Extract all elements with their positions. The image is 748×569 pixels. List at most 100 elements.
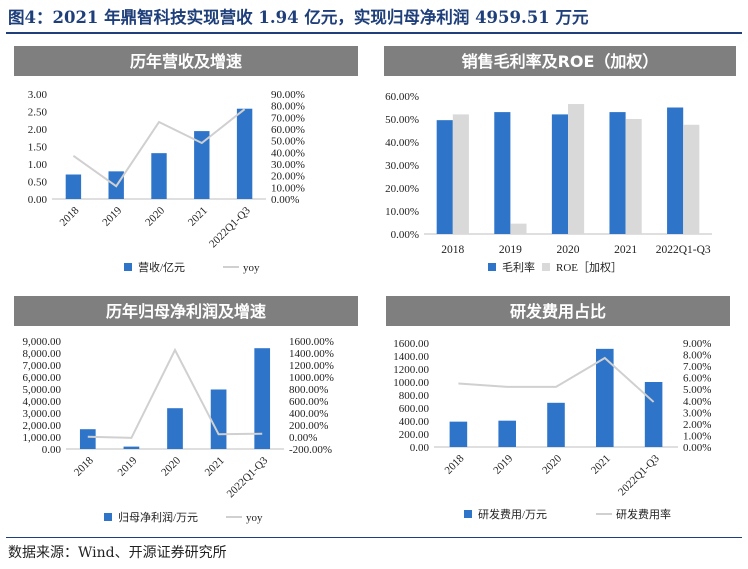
chart-title-box — [384, 46, 736, 76]
chart-title: 历年营收及增速 — [130, 52, 242, 71]
left-axis-tick-label: 1.50 — [28, 142, 48, 154]
bar — [194, 131, 210, 199]
category-label: 2019 — [491, 452, 515, 476]
category-label: 2021 — [614, 244, 637, 256]
source-note: 数据来源：Wind、开源证券研究所 — [8, 545, 227, 561]
left-axis-tick-label: 10.00% — [385, 206, 419, 218]
left-axis-tick-label: 600.00 — [399, 403, 430, 415]
right-axis-tick-label: 10.00% — [271, 182, 305, 194]
category-label: 2022Q1-Q3 — [225, 454, 271, 500]
legend-label: ROE［加权］ — [556, 261, 622, 274]
bar — [436, 120, 453, 234]
category-label: 2018 — [442, 452, 466, 476]
category-label: 2018 — [57, 204, 81, 228]
right-axis-tick-label: 1.00% — [683, 430, 711, 442]
left-axis-tick-label: 3.00 — [28, 89, 48, 101]
bar — [449, 421, 468, 447]
bar — [254, 348, 271, 449]
left-axis-tick-label: 3,000.00 — [23, 408, 62, 420]
revenue-chart: 历年营收及增速 0.00 0.50 1.00 1.50 2.00 2.50 3.00 0.00%… — [14, 46, 358, 274]
legend-swatch — [542, 263, 550, 271]
right-axis-tick-label: 1400.00% — [289, 348, 334, 360]
right-axis-tick-label: 20.00% — [271, 171, 305, 183]
bar — [65, 174, 82, 199]
left-axis-tick-label: 0.00 — [42, 444, 62, 456]
legend-label: 研发费用率 — [616, 507, 671, 521]
category-label: 2022Q1-Q3 — [616, 452, 662, 498]
rd-expense-chart-panel: 研发费用占比 0.00 200.00 400.00 600.00 800.00 1000.0… — [378, 290, 742, 535]
right-axis-tick-label: 50.00% — [271, 136, 305, 148]
left-axis-tick-label: 0.50 — [28, 177, 48, 189]
category-label: 2022Q1-Q3 — [656, 244, 711, 256]
legend-label: yoy — [246, 512, 263, 524]
chart-title: 历年归母净利润及增速 — [106, 302, 266, 321]
left-axis-tick-label: 20.00% — [385, 183, 419, 195]
chart-title-box — [14, 296, 358, 326]
right-axis-tick-label: 4.00% — [683, 396, 711, 408]
category-label: 2019 — [115, 454, 139, 478]
bar — [596, 348, 614, 447]
right-axis-tick-label: 200.00% — [289, 420, 328, 432]
category-label: 2020 — [143, 204, 167, 228]
rd-expense-chart: 研发费用占比 0.00200.00400.00600.00800.001000.0… — [386, 296, 730, 521]
margin-roe-chart: 销售毛利率及ROE（加权） 0.00% 10.00% 20.00% 30.00% 40.0… — [384, 46, 736, 274]
left-axis-tick-label: 1,000.00 — [23, 432, 62, 444]
bar — [644, 382, 663, 447]
left-axis-tick-label: 0.00% — [391, 229, 419, 241]
left-axis-tick-label: 1.00 — [28, 159, 48, 171]
bar — [551, 114, 568, 234]
chart-title: 销售毛利率及ROE（加权） — [462, 52, 659, 71]
bar — [452, 114, 469, 234]
bar — [625, 119, 642, 234]
bar — [568, 104, 585, 234]
margin-roe-chart-panel: 销售毛利率及ROE（加权） 0.00% 10.00% 20.00% 30.00% 40.0… — [378, 40, 742, 285]
series-line — [458, 356, 655, 403]
left-axis-tick-label: 1000.00 — [393, 377, 429, 389]
right-axis-tick-label: 70.00% — [271, 112, 305, 124]
bar — [151, 153, 167, 199]
bottom-rule — [6, 537, 742, 538]
legend-label: 毛利率 — [502, 260, 535, 274]
category-label: 2020 — [540, 452, 564, 476]
category-label: 2019 — [499, 244, 522, 256]
category-label: 2021 — [589, 453, 613, 477]
category-label: 2018 — [72, 454, 96, 478]
left-axis-tick-label: 40.00% — [385, 137, 419, 149]
bar — [236, 108, 253, 199]
bar — [609, 112, 626, 234]
bar — [667, 107, 684, 234]
title-rule — [6, 32, 742, 34]
bar — [167, 408, 183, 449]
left-axis-tick-label: 7,000.00 — [23, 360, 62, 372]
left-axis-tick-label: 1400.00 — [393, 351, 429, 363]
bar — [510, 223, 527, 234]
right-axis-tick-label: 5.00% — [683, 384, 711, 396]
legend-label: 营收/亿元 — [138, 260, 185, 274]
category-label: 2020 — [557, 244, 580, 256]
left-axis-tick-label: 200.00 — [399, 429, 430, 441]
left-axis-tick-label: 2,000.00 — [23, 420, 62, 432]
left-axis-tick-label: 0.00 — [28, 194, 48, 206]
right-axis-tick-label: 80.00% — [271, 101, 305, 113]
legend-label: 研发费用/万元 — [478, 507, 547, 521]
bar — [498, 420, 516, 447]
chart-title-box — [14, 46, 358, 76]
category-label: 2019 — [100, 204, 124, 228]
legend-label: 归母净利润/万元 — [118, 510, 198, 524]
bar — [79, 429, 96, 449]
legend-swatch — [464, 510, 472, 518]
legend-swatch — [488, 263, 496, 271]
bar — [683, 124, 700, 234]
chart-title-box — [386, 296, 730, 326]
series-line — [87, 347, 263, 439]
left-axis-tick-label: 0.00 — [410, 442, 430, 454]
right-axis-tick-label: 6.00% — [683, 373, 711, 385]
right-axis-tick-label: 60.00% — [271, 124, 305, 136]
bar — [123, 446, 140, 449]
right-axis-tick-label: 0.00% — [289, 432, 317, 444]
series-line — [72, 108, 246, 188]
right-axis-tick-label: 8.00% — [683, 350, 711, 362]
right-axis-tick-label: -200.00% — [289, 444, 332, 456]
left-axis-tick-label: 4,000.00 — [23, 396, 62, 408]
right-axis-tick-label: 1600.00% — [289, 336, 334, 348]
